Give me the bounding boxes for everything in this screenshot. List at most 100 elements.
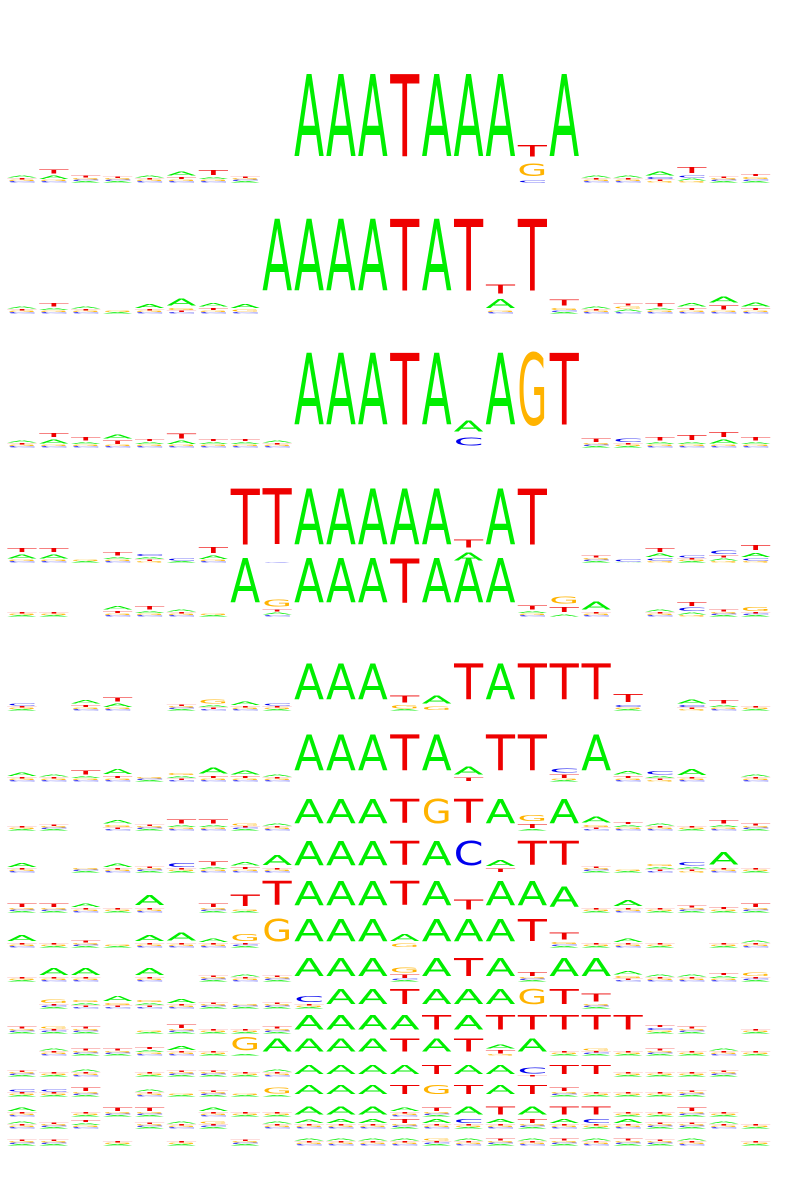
letter-G: G [613, 708, 643, 710]
letter-C: C [645, 871, 675, 873]
letter-G: G [262, 598, 292, 609]
letter-C: C [7, 1143, 37, 1145]
letter-G: G [7, 1029, 37, 1031]
letter-A: A [7, 829, 37, 831]
letter-G: G [7, 908, 37, 910]
letter-T: T [644, 437, 675, 442]
letter-C: C [198, 979, 228, 981]
letter-A: A [230, 442, 260, 445]
letter-T: T [516, 1118, 547, 1124]
letter-C: C [517, 979, 547, 981]
letter-G: G [454, 1143, 484, 1145]
letter-G: G [709, 945, 739, 947]
letter-C: C [230, 446, 260, 448]
letter-A: A [198, 867, 228, 870]
letter-C: C [326, 1127, 356, 1129]
letter-G: G [741, 779, 771, 781]
letter-C: C [103, 871, 133, 873]
letter-C: C [677, 910, 707, 912]
letter-G: G [198, 828, 228, 830]
letter-C: C [135, 828, 165, 830]
letter-G: G [358, 1126, 388, 1128]
letter-T: T [38, 1092, 69, 1094]
letter-C: C [71, 980, 101, 982]
letter-C: C [7, 946, 37, 948]
letter-G: G [581, 1094, 611, 1096]
letter-T: T [549, 654, 579, 711]
letter-A: A [39, 966, 69, 977]
letter-G: G [167, 180, 197, 182]
letter-A: A [358, 875, 389, 913]
letter-A: A [454, 1138, 484, 1141]
letter-T: T [389, 974, 420, 979]
letter-T: T [166, 311, 197, 313]
letter-T: T [516, 1141, 547, 1143]
letter-G: G [71, 1114, 101, 1116]
letter-A: A [422, 1118, 453, 1124]
letter-C: C [167, 946, 197, 948]
letter-C: C [7, 871, 37, 873]
letter-A: A [613, 771, 643, 776]
letter-T: T [6, 1071, 37, 1073]
letter-T: T [708, 609, 739, 612]
letter-T: T [134, 1072, 165, 1074]
letter-C: C [517, 1144, 547, 1146]
letter-A: A [230, 946, 260, 948]
letter-G: G [741, 826, 771, 828]
letter-G: G [198, 1092, 228, 1094]
letter-A: A [613, 309, 643, 312]
letter-A: A [613, 971, 643, 976]
letter-A: A [741, 301, 772, 307]
letter-C: C [39, 446, 69, 448]
letter-T: T [197, 1071, 228, 1073]
letter-A: A [677, 1075, 707, 1077]
letter-A: A [645, 1144, 675, 1146]
letter-A: A [422, 199, 452, 314]
letter-A: A [294, 1104, 324, 1117]
letter-T: T [548, 931, 578, 942]
letter-A: A [741, 829, 771, 831]
letter-G: G [677, 1143, 707, 1145]
letter-A: A [517, 1138, 547, 1141]
letter-C: C [262, 1031, 292, 1033]
letter-G: G [326, 1126, 356, 1128]
letter-A: A [198, 442, 228, 445]
letter-T: T [6, 1112, 37, 1114]
letter-T: T [70, 705, 101, 708]
letter-T: T [548, 298, 579, 308]
letter-A: A [677, 1127, 707, 1129]
letter-G: G [39, 1141, 69, 1143]
letter-A: A [71, 904, 101, 909]
letter-A: A [294, 1063, 324, 1078]
letter-T: T [612, 908, 643, 910]
letter-G: G [71, 1051, 101, 1053]
letter-A: A [454, 1012, 484, 1034]
letter-C: C [741, 614, 771, 616]
letter-A: A [7, 1095, 37, 1097]
letter-C: C [581, 1144, 611, 1146]
letter-T: T [740, 943, 771, 945]
letter-A: A [294, 1035, 324, 1056]
letter-G: G [390, 1143, 420, 1145]
letter-C: C [613, 312, 643, 314]
letter-T: T [229, 1029, 260, 1031]
letter-C: C [7, 1127, 37, 1129]
letter-G: G [517, 334, 547, 449]
letter-C: C [7, 910, 37, 912]
letter-A: A [677, 867, 707, 870]
letter-G: G [230, 979, 260, 981]
letter-A: A [167, 1095, 197, 1097]
letter-T: T [581, 654, 611, 711]
letter-G: G [103, 708, 133, 710]
letter-G: G [39, 779, 69, 781]
letter-G: G [198, 1004, 228, 1006]
letter-C: C [103, 1007, 133, 1009]
letter-A: A [167, 170, 198, 176]
letter-A: A [167, 609, 197, 612]
letter-T: T [6, 826, 37, 828]
letter-A: A [262, 1095, 292, 1097]
letter-A: A [741, 980, 771, 982]
letter-T: T [644, 977, 675, 979]
letter-T: T [293, 1124, 324, 1126]
